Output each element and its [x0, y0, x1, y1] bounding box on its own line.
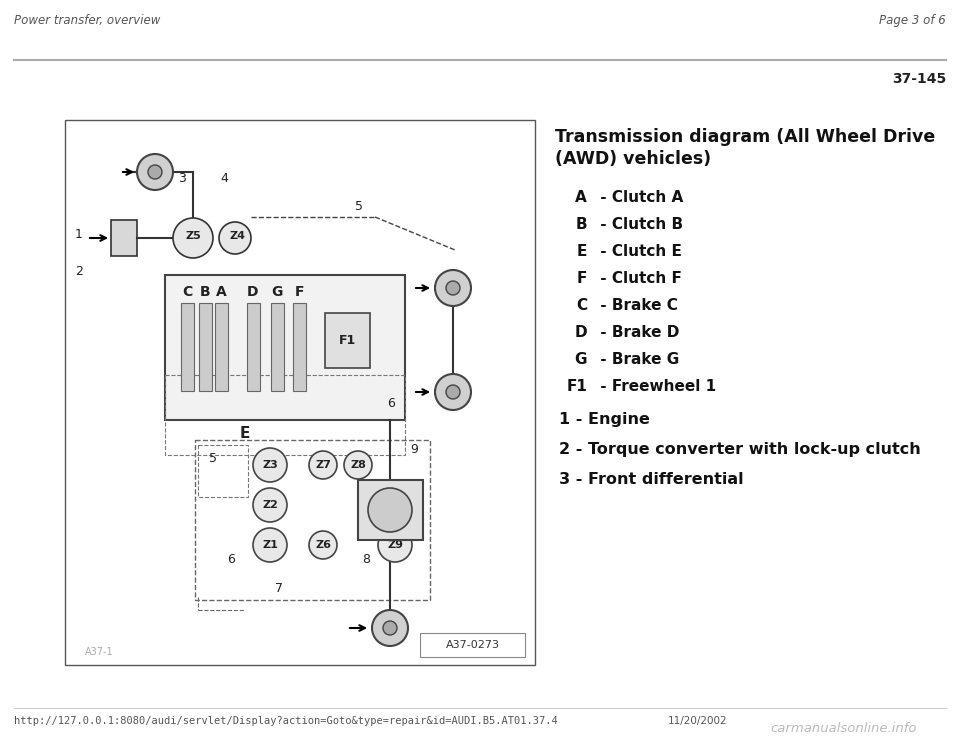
Text: Z1: Z1: [262, 540, 278, 550]
Circle shape: [148, 165, 162, 179]
Text: 3: 3: [178, 172, 186, 185]
Text: http://127.0.0.1:8080/audi/servlet/Display?action=Goto&type=repair&id=AUDI.B5.AT: http://127.0.0.1:8080/audi/servlet/Displ…: [14, 716, 558, 726]
Text: 5: 5: [355, 200, 363, 213]
Text: Transmission diagram (All Wheel Drive: Transmission diagram (All Wheel Drive: [555, 128, 935, 146]
Text: - Clutch A: - Clutch A: [595, 190, 684, 205]
Bar: [181, 303, 194, 391]
Bar: [247, 303, 260, 391]
Circle shape: [383, 621, 397, 635]
Circle shape: [309, 531, 337, 559]
Bar: [111, 220, 137, 256]
Text: carmanualsonline.info: carmanualsonline.info: [770, 722, 917, 735]
Text: 5: 5: [209, 451, 217, 464]
Text: - Clutch F: - Clutch F: [595, 271, 682, 286]
Bar: [271, 303, 284, 391]
Bar: [215, 303, 228, 391]
Circle shape: [378, 528, 412, 562]
Bar: [165, 375, 405, 455]
Text: 1: 1: [75, 228, 83, 241]
Text: Z4: Z4: [229, 231, 245, 241]
Text: 2: 2: [75, 265, 83, 278]
Bar: [293, 303, 306, 391]
Text: B: B: [575, 217, 587, 232]
Text: Z6: Z6: [315, 540, 331, 550]
Bar: [325, 313, 370, 368]
Text: 3 - Front differential: 3 - Front differential: [559, 472, 744, 487]
Text: C: C: [576, 298, 587, 313]
Bar: [420, 633, 525, 657]
Text: F: F: [295, 285, 303, 299]
Text: 6: 6: [227, 553, 235, 566]
Text: D: D: [574, 325, 587, 340]
Text: E: E: [240, 426, 251, 441]
Bar: [65, 120, 535, 665]
Text: Z8: Z8: [350, 460, 366, 470]
Text: F: F: [577, 271, 587, 286]
Text: A37-0273: A37-0273: [446, 640, 500, 650]
Text: 6: 6: [387, 397, 395, 410]
Text: - Clutch E: - Clutch E: [595, 244, 682, 259]
Text: D: D: [248, 285, 259, 299]
Text: B: B: [200, 285, 210, 299]
Text: 9: 9: [410, 443, 418, 456]
Text: - Freewheel 1: - Freewheel 1: [595, 379, 716, 394]
Circle shape: [446, 385, 460, 399]
Circle shape: [368, 488, 412, 532]
Text: 8: 8: [362, 553, 370, 566]
Text: - Clutch B: - Clutch B: [595, 217, 684, 232]
Text: - Brake D: - Brake D: [595, 325, 680, 340]
Text: (AWD) vehicles): (AWD) vehicles): [555, 150, 711, 168]
Circle shape: [219, 222, 251, 254]
Text: - Brake G: - Brake G: [595, 352, 680, 367]
Text: 2 - Torque converter with lock-up clutch: 2 - Torque converter with lock-up clutch: [559, 442, 921, 457]
Text: Z3: Z3: [262, 460, 277, 470]
Circle shape: [137, 154, 173, 190]
Text: E: E: [577, 244, 587, 259]
Text: A37-1: A37-1: [85, 647, 113, 657]
Text: 7: 7: [275, 582, 283, 595]
Circle shape: [253, 528, 287, 562]
Text: 37-145: 37-145: [892, 72, 946, 86]
Bar: [199, 303, 212, 391]
Text: 11/20/2002: 11/20/2002: [668, 716, 728, 726]
Circle shape: [372, 610, 408, 646]
Text: Z2: Z2: [262, 500, 278, 510]
Text: F1: F1: [566, 379, 587, 394]
Circle shape: [253, 448, 287, 482]
Text: 4: 4: [220, 172, 228, 185]
Text: A: A: [575, 190, 587, 205]
Text: G: G: [574, 352, 587, 367]
Text: - Brake C: - Brake C: [595, 298, 678, 313]
Bar: [198, 445, 248, 497]
Text: C: C: [181, 285, 192, 299]
Text: G: G: [272, 285, 282, 299]
Circle shape: [435, 270, 471, 306]
Circle shape: [435, 374, 471, 410]
Text: Power transfer, overview: Power transfer, overview: [14, 14, 160, 27]
Text: A: A: [216, 285, 227, 299]
Bar: [195, 440, 430, 600]
Text: Z9: Z9: [387, 540, 403, 550]
Text: Z5: Z5: [186, 231, 202, 241]
Text: Z7: Z7: [315, 460, 331, 470]
Circle shape: [309, 451, 337, 479]
Circle shape: [446, 281, 460, 295]
Bar: [165, 275, 405, 420]
Text: F1: F1: [338, 333, 355, 347]
Text: Page 3 of 6: Page 3 of 6: [879, 14, 946, 27]
Circle shape: [173, 218, 213, 258]
Text: 1 - Engine: 1 - Engine: [559, 412, 650, 427]
Bar: [358, 480, 423, 540]
Circle shape: [344, 451, 372, 479]
Circle shape: [253, 488, 287, 522]
